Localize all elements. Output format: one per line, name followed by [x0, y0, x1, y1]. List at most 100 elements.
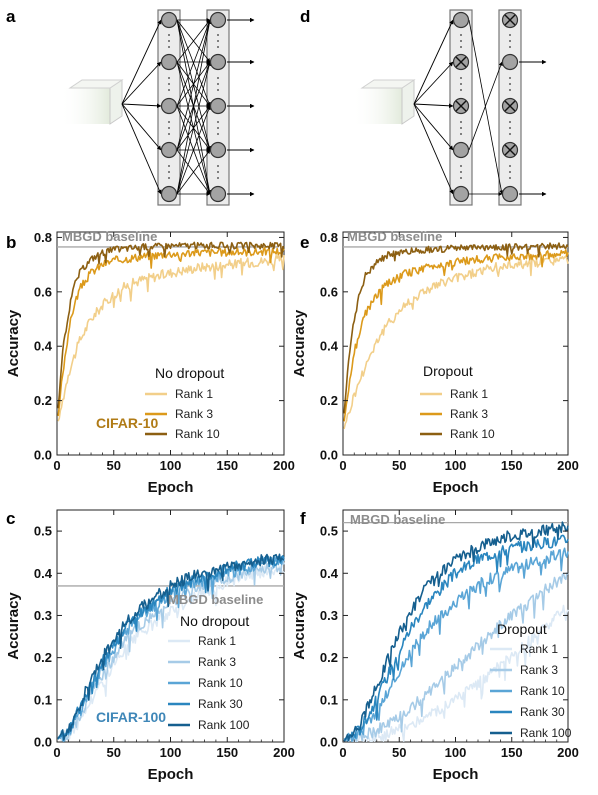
- arrow-icon: [176, 19, 211, 63]
- arrow-icon: [121, 103, 162, 195]
- ellipsis-dot: [217, 121, 219, 123]
- input-block-top-icon: [68, 79, 124, 89]
- ellipsis-dot: [509, 127, 511, 129]
- y-tick-label: 0.0: [320, 448, 338, 463]
- x-tick-label: 50: [107, 745, 121, 760]
- neuron-icon: [209, 141, 227, 159]
- ellipsis-dot: [460, 89, 462, 91]
- legend-entry: Rank 10: [175, 427, 220, 441]
- cross-mark: [455, 100, 467, 112]
- legend-entry: Rank 100: [198, 718, 250, 732]
- series-line-rank-1: [343, 604, 569, 742]
- legend-entry: Rank 1: [450, 387, 488, 401]
- ellipsis-dot: [217, 133, 219, 135]
- ellipsis-dot: [168, 34, 170, 36]
- legend-entry: Rank 30: [520, 705, 565, 719]
- legend-entry: Rank 10: [520, 684, 565, 698]
- panel-letter-f: f: [300, 509, 306, 528]
- ellipsis-dot: [168, 165, 170, 167]
- ellipsis-dot: [460, 133, 462, 135]
- arrow-icon: [176, 61, 212, 195]
- baseline-label: MBGD baseline: [347, 229, 442, 244]
- ellipsis-dot: [509, 121, 511, 123]
- arrow-icon: [413, 103, 454, 109]
- x-tick-label: 100: [445, 745, 467, 760]
- x-tick-label: 200: [273, 458, 295, 473]
- y-tick-label: 0.8: [320, 230, 338, 245]
- panel-letter-b: b: [6, 233, 16, 252]
- chart-cifar10-no-dropout: 0 50 100 150 200 0.0 0.2 0.4 0.6 0.8 Epoch Accuracy…: [5, 229, 295, 496]
- x-tick-label: 200: [557, 745, 579, 760]
- baseline-label: MBGD baseline: [350, 512, 445, 527]
- legend-entry: Rank 30: [198, 697, 243, 711]
- baseline-label: MBGD baseline: [168, 592, 263, 607]
- ellipsis-dot: [217, 83, 219, 85]
- x-tick-label: 100: [160, 745, 182, 760]
- neuron-icon: [160, 97, 178, 115]
- ellipsis-dot: [509, 77, 511, 79]
- legend-title: No dropout: [155, 365, 224, 381]
- y-tick-label: 0.0: [34, 735, 52, 750]
- ellipsis-dot: [168, 121, 170, 123]
- legend-entry: Rank 1: [198, 634, 236, 648]
- arrow-icon: [413, 103, 454, 195]
- arrow-icon: [121, 103, 162, 151]
- arrow-icon: [176, 105, 211, 195]
- neuron-icon: [501, 53, 519, 71]
- arrow-icon: [413, 19, 454, 105]
- x-axis-label: Epoch: [433, 766, 479, 783]
- ellipsis-dot: [217, 34, 219, 36]
- y-tick-label: 0.2: [320, 393, 338, 408]
- x-tick-label: 0: [339, 745, 346, 760]
- series-line-rank-30: [343, 534, 569, 741]
- y-tick-label: 0.6: [320, 284, 338, 299]
- legend-title: Dropout: [497, 621, 547, 637]
- ellipsis-dot: [168, 177, 170, 179]
- panel-letter-a: a: [6, 7, 16, 26]
- ellipsis-dot: [460, 34, 462, 36]
- y-tick-label: 0.1: [34, 692, 52, 707]
- x-tick-label: 100: [445, 458, 467, 473]
- arrow-icon: [176, 19, 212, 151]
- series-line-rank-3: [343, 572, 569, 742]
- legend-entry: Rank 3: [450, 407, 488, 421]
- y-axis-label: Accuracy: [5, 309, 22, 377]
- ellipsis-dot: [460, 77, 462, 79]
- arrow-icon: [413, 103, 454, 151]
- dataset-annotation: CIFAR-100: [96, 709, 166, 725]
- series-line-rank-1: [343, 255, 569, 430]
- x-tick-label: 150: [501, 745, 523, 760]
- ellipsis-dot: [168, 83, 170, 85]
- ellipsis-dot: [509, 165, 511, 167]
- legend-title: No dropout: [180, 613, 249, 629]
- arrow-icon: [121, 61, 162, 105]
- y-axis-label: Accuracy: [5, 592, 22, 660]
- series-line-rank-1: [57, 565, 285, 742]
- series-line-rank-3: [343, 249, 569, 422]
- legend-entry: Rank 10: [198, 676, 243, 690]
- arrow-icon: [121, 19, 162, 105]
- ellipsis-dot: [460, 127, 462, 129]
- ellipsis-dot: [509, 133, 511, 135]
- network-diagram-full: [60, 9, 255, 206]
- x-tick-label: 0: [53, 745, 60, 760]
- neuron-icon: [452, 11, 470, 29]
- panel-letter-d: d: [300, 7, 310, 26]
- y-tick-label: 0.6: [34, 284, 52, 299]
- plot-frame: [56, 509, 285, 743]
- y-tick-label: 0.2: [34, 650, 52, 665]
- y-tick-label: 0.4: [320, 566, 339, 581]
- ellipsis-dot: [168, 89, 170, 91]
- ellipsis-dot: [509, 83, 511, 85]
- chart-cifar10-dropout: 0 50 100 150 200 0.0 0.2 0.4 0.6 0.8 Epoch Accuracy…: [291, 229, 579, 496]
- x-tick-label: 50: [392, 458, 406, 473]
- neuron-icon: [209, 97, 227, 115]
- neuron-icon: [160, 141, 178, 159]
- ellipsis-dot: [460, 171, 462, 173]
- panel-letter-e: e: [300, 233, 309, 252]
- legend-entry: Rank 3: [198, 655, 236, 669]
- neuron-icon: [452, 185, 470, 203]
- panel-letter-c: c: [6, 509, 15, 528]
- ellipsis-dot: [509, 34, 511, 36]
- x-tick-label: 150: [216, 745, 238, 760]
